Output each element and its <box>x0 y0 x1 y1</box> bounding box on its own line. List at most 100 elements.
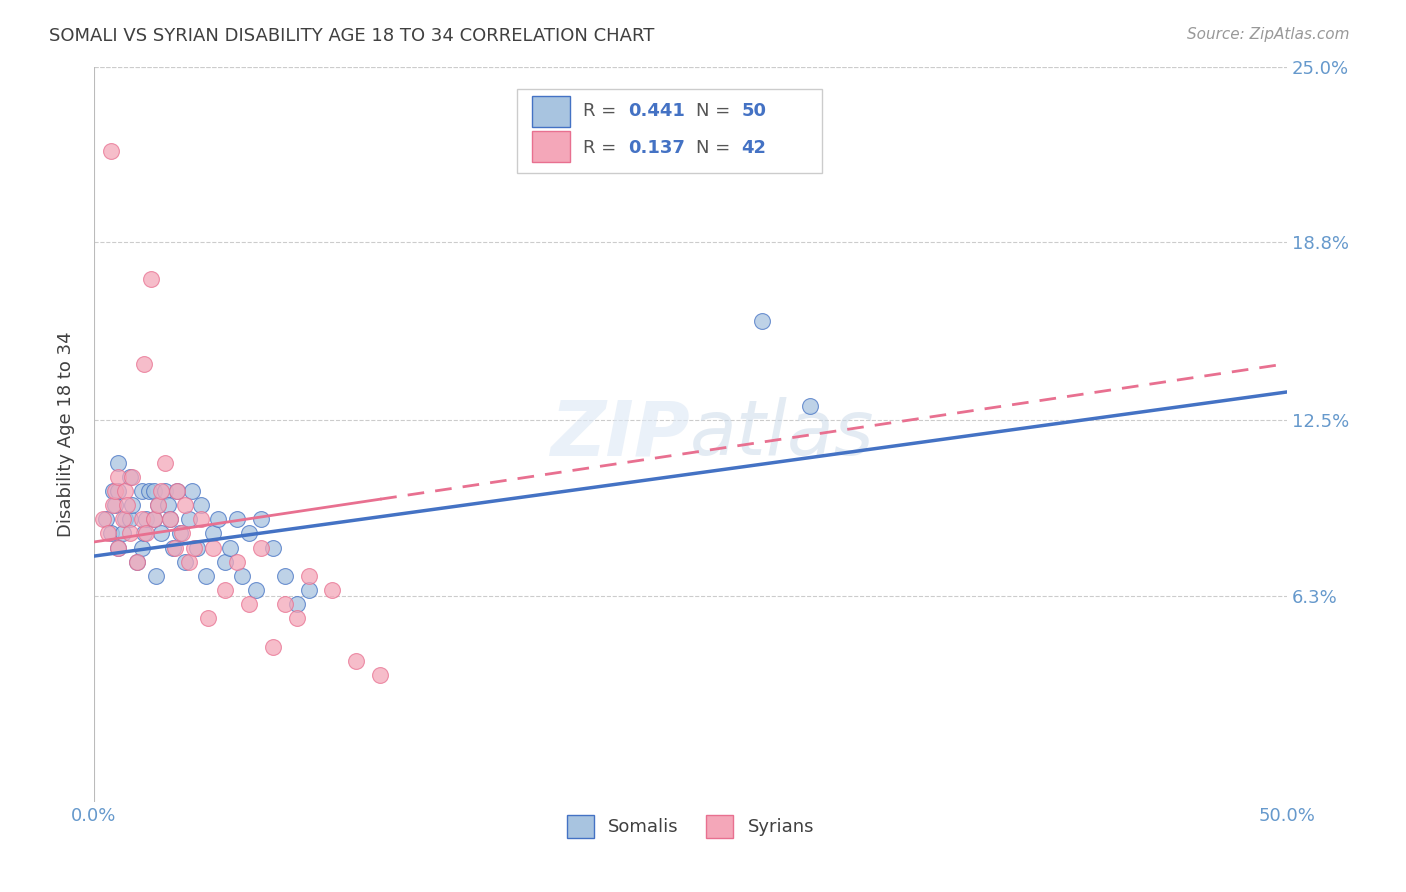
Point <box>183 541 205 555</box>
Text: 42: 42 <box>741 139 766 157</box>
Text: ZIP: ZIP <box>551 398 690 472</box>
Point <box>121 470 143 484</box>
Point <box>118 526 141 541</box>
Point <box>250 541 273 555</box>
Point <box>118 470 141 484</box>
FancyBboxPatch shape <box>531 96 569 127</box>
Text: 0.441: 0.441 <box>628 103 685 120</box>
Point <box>148 498 170 512</box>
Point <box>107 483 129 498</box>
Point <box>274 597 297 611</box>
Text: 0.137: 0.137 <box>628 139 685 157</box>
Point <box>186 541 208 555</box>
Point <box>751 314 773 328</box>
Point <box>107 456 129 470</box>
Point <box>100 145 122 159</box>
Point <box>226 555 249 569</box>
Point <box>121 498 143 512</box>
Point <box>162 541 184 555</box>
Point <box>368 668 391 682</box>
Point <box>101 483 124 498</box>
Point <box>107 541 129 555</box>
Point <box>190 498 212 512</box>
Point <box>285 597 308 611</box>
Point <box>262 541 284 555</box>
Point <box>135 526 157 541</box>
Point <box>262 640 284 654</box>
Point <box>238 597 260 611</box>
Point <box>159 512 181 526</box>
Point <box>173 555 195 569</box>
Point <box>141 272 163 286</box>
Point <box>166 483 188 498</box>
Point <box>118 512 141 526</box>
Point <box>148 498 170 512</box>
Point <box>298 582 321 597</box>
Text: Source: ZipAtlas.com: Source: ZipAtlas.com <box>1187 27 1350 42</box>
Point <box>114 483 136 498</box>
Point <box>107 541 129 555</box>
Point <box>344 654 367 668</box>
Point <box>125 555 148 569</box>
Point <box>93 512 115 526</box>
Point <box>131 512 153 526</box>
Point <box>97 526 120 541</box>
Point <box>173 498 195 512</box>
Point <box>100 526 122 541</box>
Point <box>238 526 260 541</box>
Point <box>104 483 127 498</box>
Point <box>298 569 321 583</box>
Point <box>179 555 201 569</box>
Point <box>94 512 117 526</box>
Point <box>195 569 218 583</box>
Point <box>274 569 297 583</box>
Point <box>197 611 219 625</box>
Text: R =: R = <box>583 103 621 120</box>
Point <box>101 498 124 512</box>
Point <box>180 483 202 498</box>
Point <box>131 541 153 555</box>
Point <box>149 526 172 541</box>
Point <box>131 483 153 498</box>
Point <box>799 399 821 413</box>
Text: SOMALI VS SYRIAN DISABILITY AGE 18 TO 34 CORRELATION CHART: SOMALI VS SYRIAN DISABILITY AGE 18 TO 34… <box>49 27 655 45</box>
Point <box>155 483 177 498</box>
Text: N =: N = <box>696 103 737 120</box>
Point <box>159 512 181 526</box>
Text: atlas: atlas <box>690 398 875 472</box>
Point <box>104 498 127 512</box>
Text: N =: N = <box>696 139 737 157</box>
Point <box>202 541 225 555</box>
Point <box>226 512 249 526</box>
Point <box>132 526 155 541</box>
Point <box>250 512 273 526</box>
Point <box>169 526 191 541</box>
Point <box>202 526 225 541</box>
Point <box>155 456 177 470</box>
Point <box>321 582 343 597</box>
Point <box>245 582 267 597</box>
FancyBboxPatch shape <box>531 131 569 162</box>
Point <box>166 483 188 498</box>
FancyBboxPatch shape <box>517 88 821 173</box>
Point <box>163 541 186 555</box>
Point <box>190 512 212 526</box>
Point <box>125 555 148 569</box>
Text: R =: R = <box>583 139 621 157</box>
Point <box>219 541 242 555</box>
Point <box>117 498 139 512</box>
Point <box>142 483 165 498</box>
Text: 50: 50 <box>741 103 766 120</box>
Point <box>156 498 179 512</box>
Point <box>142 512 165 526</box>
Legend: Somalis, Syrians: Somalis, Syrians <box>560 808 821 845</box>
Point <box>149 483 172 498</box>
Point <box>138 483 160 498</box>
Point <box>111 512 134 526</box>
Point <box>145 569 167 583</box>
Point <box>214 582 236 597</box>
Point <box>111 526 134 541</box>
Point <box>231 569 253 583</box>
Point <box>172 526 194 541</box>
Point <box>214 555 236 569</box>
